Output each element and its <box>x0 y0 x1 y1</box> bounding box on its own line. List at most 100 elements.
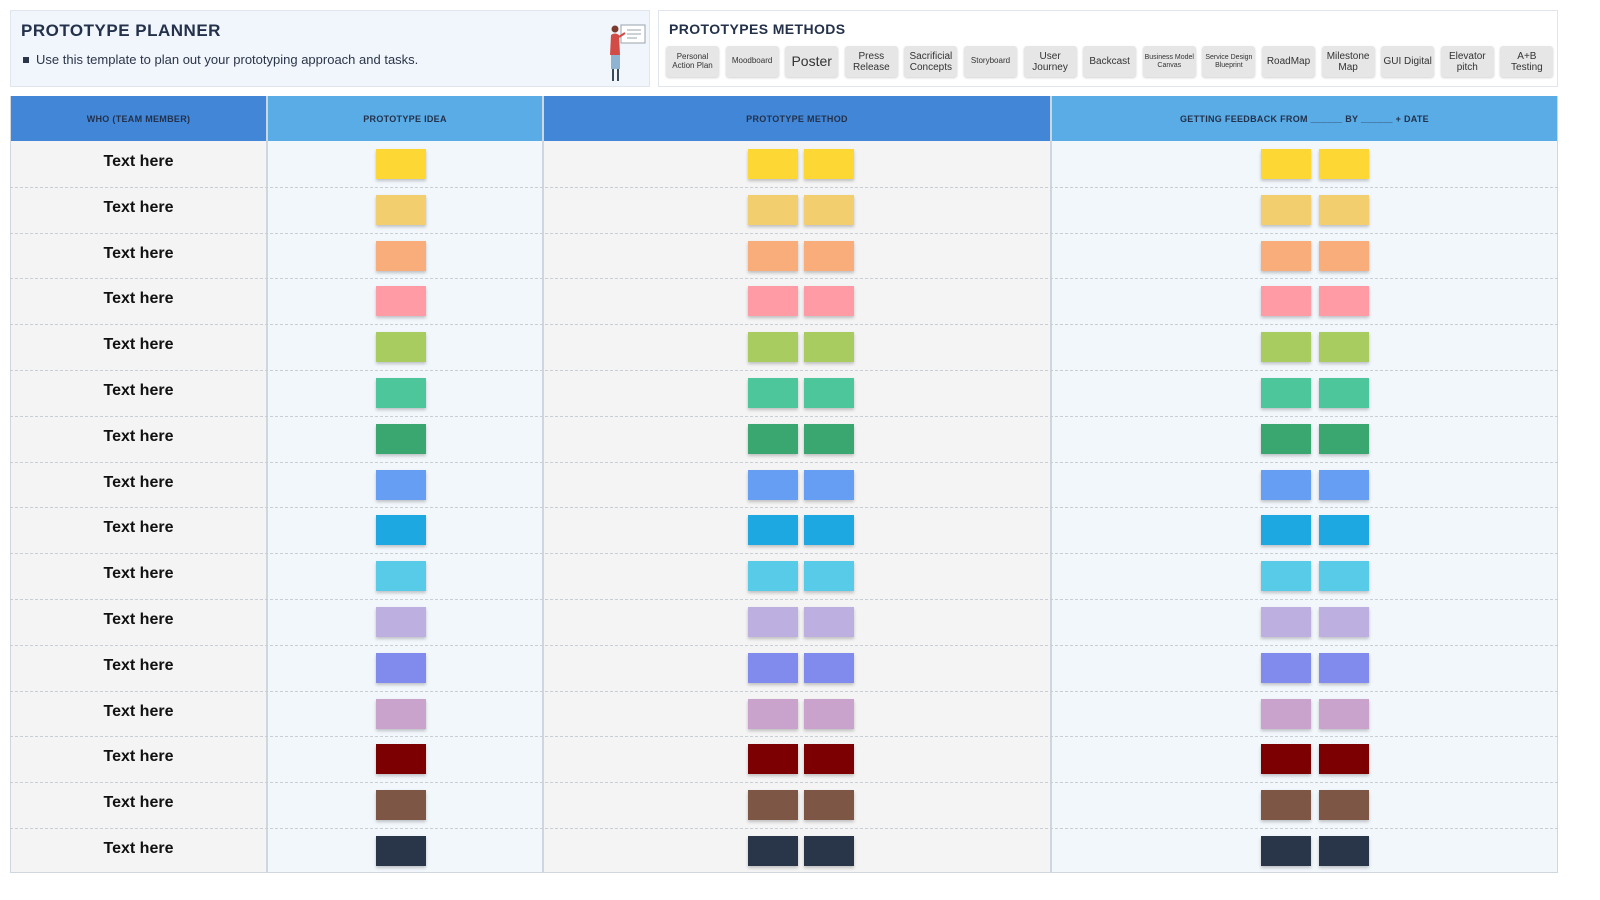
feedback-sticky-note[interactable] <box>1319 194 1369 225</box>
method-sticky-note[interactable] <box>804 652 854 683</box>
method-sticky-note[interactable] <box>748 698 798 729</box>
method-sticky-note[interactable] <box>804 744 854 775</box>
method-chip[interactable]: Press Release <box>844 46 898 77</box>
method-chip[interactable]: Backcast <box>1083 46 1137 77</box>
method-chip[interactable]: Poster <box>785 46 839 77</box>
method-sticky-note[interactable] <box>748 332 798 363</box>
method-sticky-note[interactable] <box>804 836 854 866</box>
method-chip[interactable]: Moodboard <box>725 46 779 77</box>
team-member-text[interactable]: Text here <box>103 244 174 262</box>
method-sticky-note[interactable] <box>804 149 854 179</box>
team-member-text[interactable]: Text here <box>103 427 174 445</box>
method-sticky-note[interactable] <box>748 836 798 866</box>
method-sticky-note[interactable] <box>804 515 854 546</box>
feedback-sticky-note[interactable] <box>1319 561 1369 592</box>
feedback-sticky-note[interactable] <box>1319 836 1369 866</box>
team-member-text[interactable]: Text here <box>103 153 174 170</box>
method-sticky-note[interactable] <box>804 790 854 821</box>
method-chip[interactable]: RoadMap <box>1262 46 1315 77</box>
feedback-sticky-note[interactable] <box>1261 240 1311 271</box>
feedback-sticky-note[interactable] <box>1261 561 1311 592</box>
team-member-text[interactable]: Text here <box>103 336 174 354</box>
method-sticky-note[interactable] <box>804 607 854 637</box>
feedback-sticky-note[interactable] <box>1319 790 1369 821</box>
idea-sticky-note[interactable] <box>376 423 426 454</box>
method-chip[interactable]: GUI Digital <box>1381 46 1435 77</box>
feedback-sticky-note[interactable] <box>1261 836 1311 866</box>
method-sticky-note[interactable] <box>804 378 854 408</box>
idea-sticky-note[interactable] <box>376 515 426 546</box>
method-sticky-note[interactable] <box>748 744 798 775</box>
feedback-sticky-note[interactable] <box>1319 652 1369 683</box>
feedback-sticky-note[interactable] <box>1261 378 1311 408</box>
feedback-sticky-note[interactable] <box>1319 240 1369 271</box>
feedback-sticky-note[interactable] <box>1319 378 1369 408</box>
method-sticky-note[interactable] <box>748 652 798 683</box>
feedback-sticky-note[interactable] <box>1261 607 1311 637</box>
method-sticky-note[interactable] <box>748 149 798 179</box>
idea-sticky-note[interactable] <box>376 332 426 363</box>
method-chip[interactable]: Milestone Map <box>1321 46 1375 77</box>
idea-sticky-note[interactable] <box>376 149 426 179</box>
feedback-sticky-note[interactable] <box>1261 423 1311 454</box>
method-sticky-note[interactable] <box>748 607 798 637</box>
idea-sticky-note[interactable] <box>376 744 426 775</box>
method-sticky-note[interactable] <box>804 194 854 225</box>
team-member-text[interactable]: Text here <box>103 702 174 720</box>
feedback-sticky-note[interactable] <box>1319 423 1369 454</box>
method-sticky-note[interactable] <box>748 469 798 500</box>
feedback-sticky-note[interactable] <box>1319 469 1369 500</box>
team-member-text[interactable]: Text here <box>103 382 174 399</box>
method-chip[interactable]: Business Model Canvas <box>1142 46 1196 77</box>
feedback-sticky-note[interactable] <box>1261 286 1311 317</box>
method-sticky-note[interactable] <box>748 561 798 592</box>
feedback-sticky-note[interactable] <box>1319 286 1369 317</box>
idea-sticky-note[interactable] <box>376 561 426 592</box>
feedback-sticky-note[interactable] <box>1319 149 1369 179</box>
team-member-text[interactable]: Text here <box>103 519 174 537</box>
feedback-sticky-note[interactable] <box>1261 149 1311 179</box>
idea-sticky-note[interactable] <box>376 607 426 637</box>
feedback-sticky-note[interactable] <box>1261 469 1311 500</box>
feedback-sticky-note[interactable] <box>1261 790 1311 821</box>
feedback-sticky-note[interactable] <box>1319 607 1369 637</box>
method-chip[interactable]: Storyboard <box>964 46 1017 77</box>
idea-sticky-note[interactable] <box>376 652 426 683</box>
method-sticky-note[interactable] <box>804 423 854 454</box>
method-sticky-note[interactable] <box>748 286 798 317</box>
idea-sticky-note[interactable] <box>376 378 426 408</box>
method-sticky-note[interactable] <box>804 469 854 500</box>
feedback-sticky-note[interactable] <box>1319 744 1369 775</box>
team-member-text[interactable]: Text here <box>103 565 174 583</box>
team-member-text[interactable]: Text here <box>103 611 174 628</box>
idea-sticky-note[interactable] <box>376 698 426 729</box>
method-chip[interactable]: User Journey <box>1023 46 1077 77</box>
team-member-text[interactable]: Text here <box>103 473 174 491</box>
method-chip[interactable]: Elevator pitch <box>1440 46 1494 77</box>
team-member-text[interactable]: Text here <box>103 748 174 766</box>
feedback-sticky-note[interactable] <box>1261 698 1311 729</box>
method-sticky-note[interactable] <box>748 194 798 225</box>
method-sticky-note[interactable] <box>748 790 798 821</box>
method-sticky-note[interactable] <box>748 423 798 454</box>
feedback-sticky-note[interactable] <box>1261 332 1311 363</box>
team-member-text[interactable]: Text here <box>103 198 174 216</box>
team-member-text[interactable]: Text here <box>103 290 174 308</box>
method-sticky-note[interactable] <box>748 240 798 271</box>
method-sticky-note[interactable] <box>804 332 854 363</box>
team-member-text[interactable]: Text here <box>103 656 174 674</box>
feedback-sticky-note[interactable] <box>1261 515 1311 546</box>
idea-sticky-note[interactable] <box>376 240 426 271</box>
method-chip[interactable]: Service Design Blueprint <box>1202 46 1256 77</box>
feedback-sticky-note[interactable] <box>1319 332 1369 363</box>
idea-sticky-note[interactable] <box>376 194 426 225</box>
feedback-sticky-note[interactable] <box>1319 515 1369 546</box>
feedback-sticky-note[interactable] <box>1261 744 1311 775</box>
method-sticky-note[interactable] <box>804 698 854 729</box>
feedback-sticky-note[interactable] <box>1261 194 1311 225</box>
feedback-sticky-note[interactable] <box>1319 698 1369 729</box>
idea-sticky-note[interactable] <box>376 286 426 317</box>
idea-sticky-note[interactable] <box>376 469 426 500</box>
method-sticky-note[interactable] <box>748 378 798 408</box>
method-sticky-note[interactable] <box>748 515 798 546</box>
